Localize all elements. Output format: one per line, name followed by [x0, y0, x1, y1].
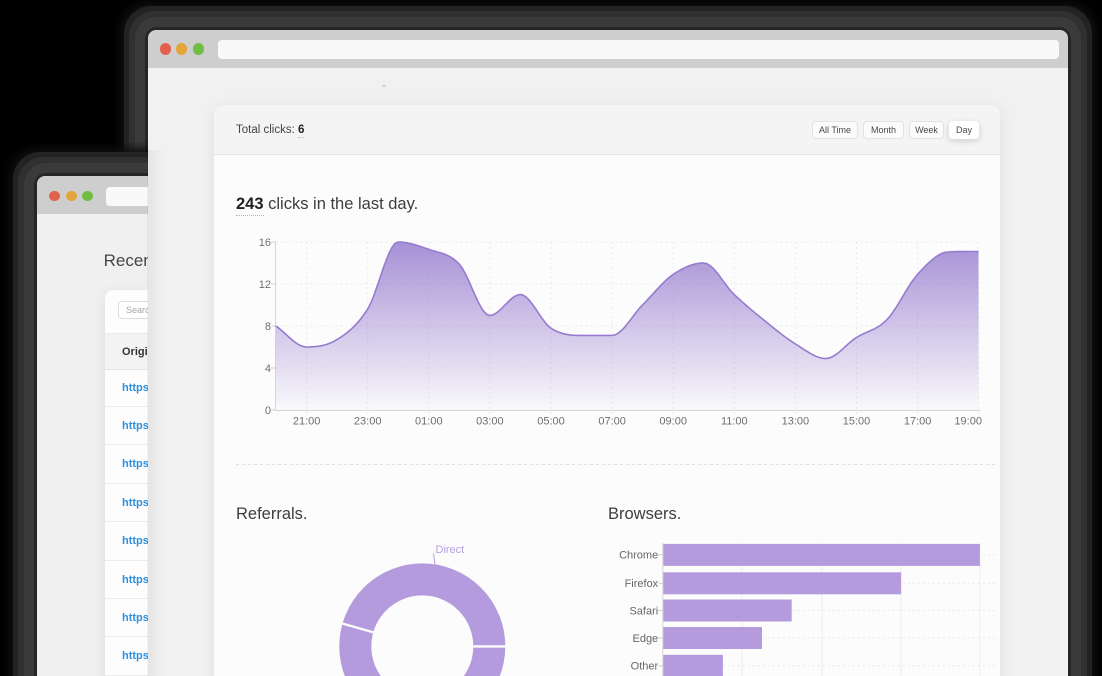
svg-text:0: 0 [265, 405, 271, 417]
svg-text:07:00: 07:00 [598, 416, 626, 428]
svg-text:Edge: Edge [632, 633, 658, 645]
svg-text:03:00: 03:00 [476, 416, 504, 428]
svg-text:Other: Other [631, 661, 659, 673]
svg-text:12: 12 [259, 279, 271, 291]
svg-text:8: 8 [265, 321, 271, 333]
svg-text:05:00: 05:00 [537, 416, 565, 428]
svg-text:4: 4 [265, 363, 271, 375]
svg-text:15:00: 15:00 [843, 416, 871, 428]
svg-text:01:00: 01:00 [415, 416, 443, 428]
svg-text:11:00: 11:00 [721, 416, 748, 428]
svg-text:Chrome: Chrome [619, 550, 658, 562]
svg-text:Direct: Direct [436, 544, 465, 556]
svg-text:Safari: Safari [629, 605, 658, 617]
svg-text:21:00: 21:00 [293, 416, 321, 428]
svg-text:13:00: 13:00 [782, 416, 810, 428]
svg-text:17:00: 17:00 [904, 416, 932, 428]
svg-text:19:00: 19:00 [954, 416, 982, 428]
svg-text:Firefox: Firefox [625, 578, 659, 590]
svg-text:16: 16 [259, 237, 271, 249]
svg-text:09:00: 09:00 [659, 416, 687, 428]
svg-text:23:00: 23:00 [354, 416, 382, 428]
